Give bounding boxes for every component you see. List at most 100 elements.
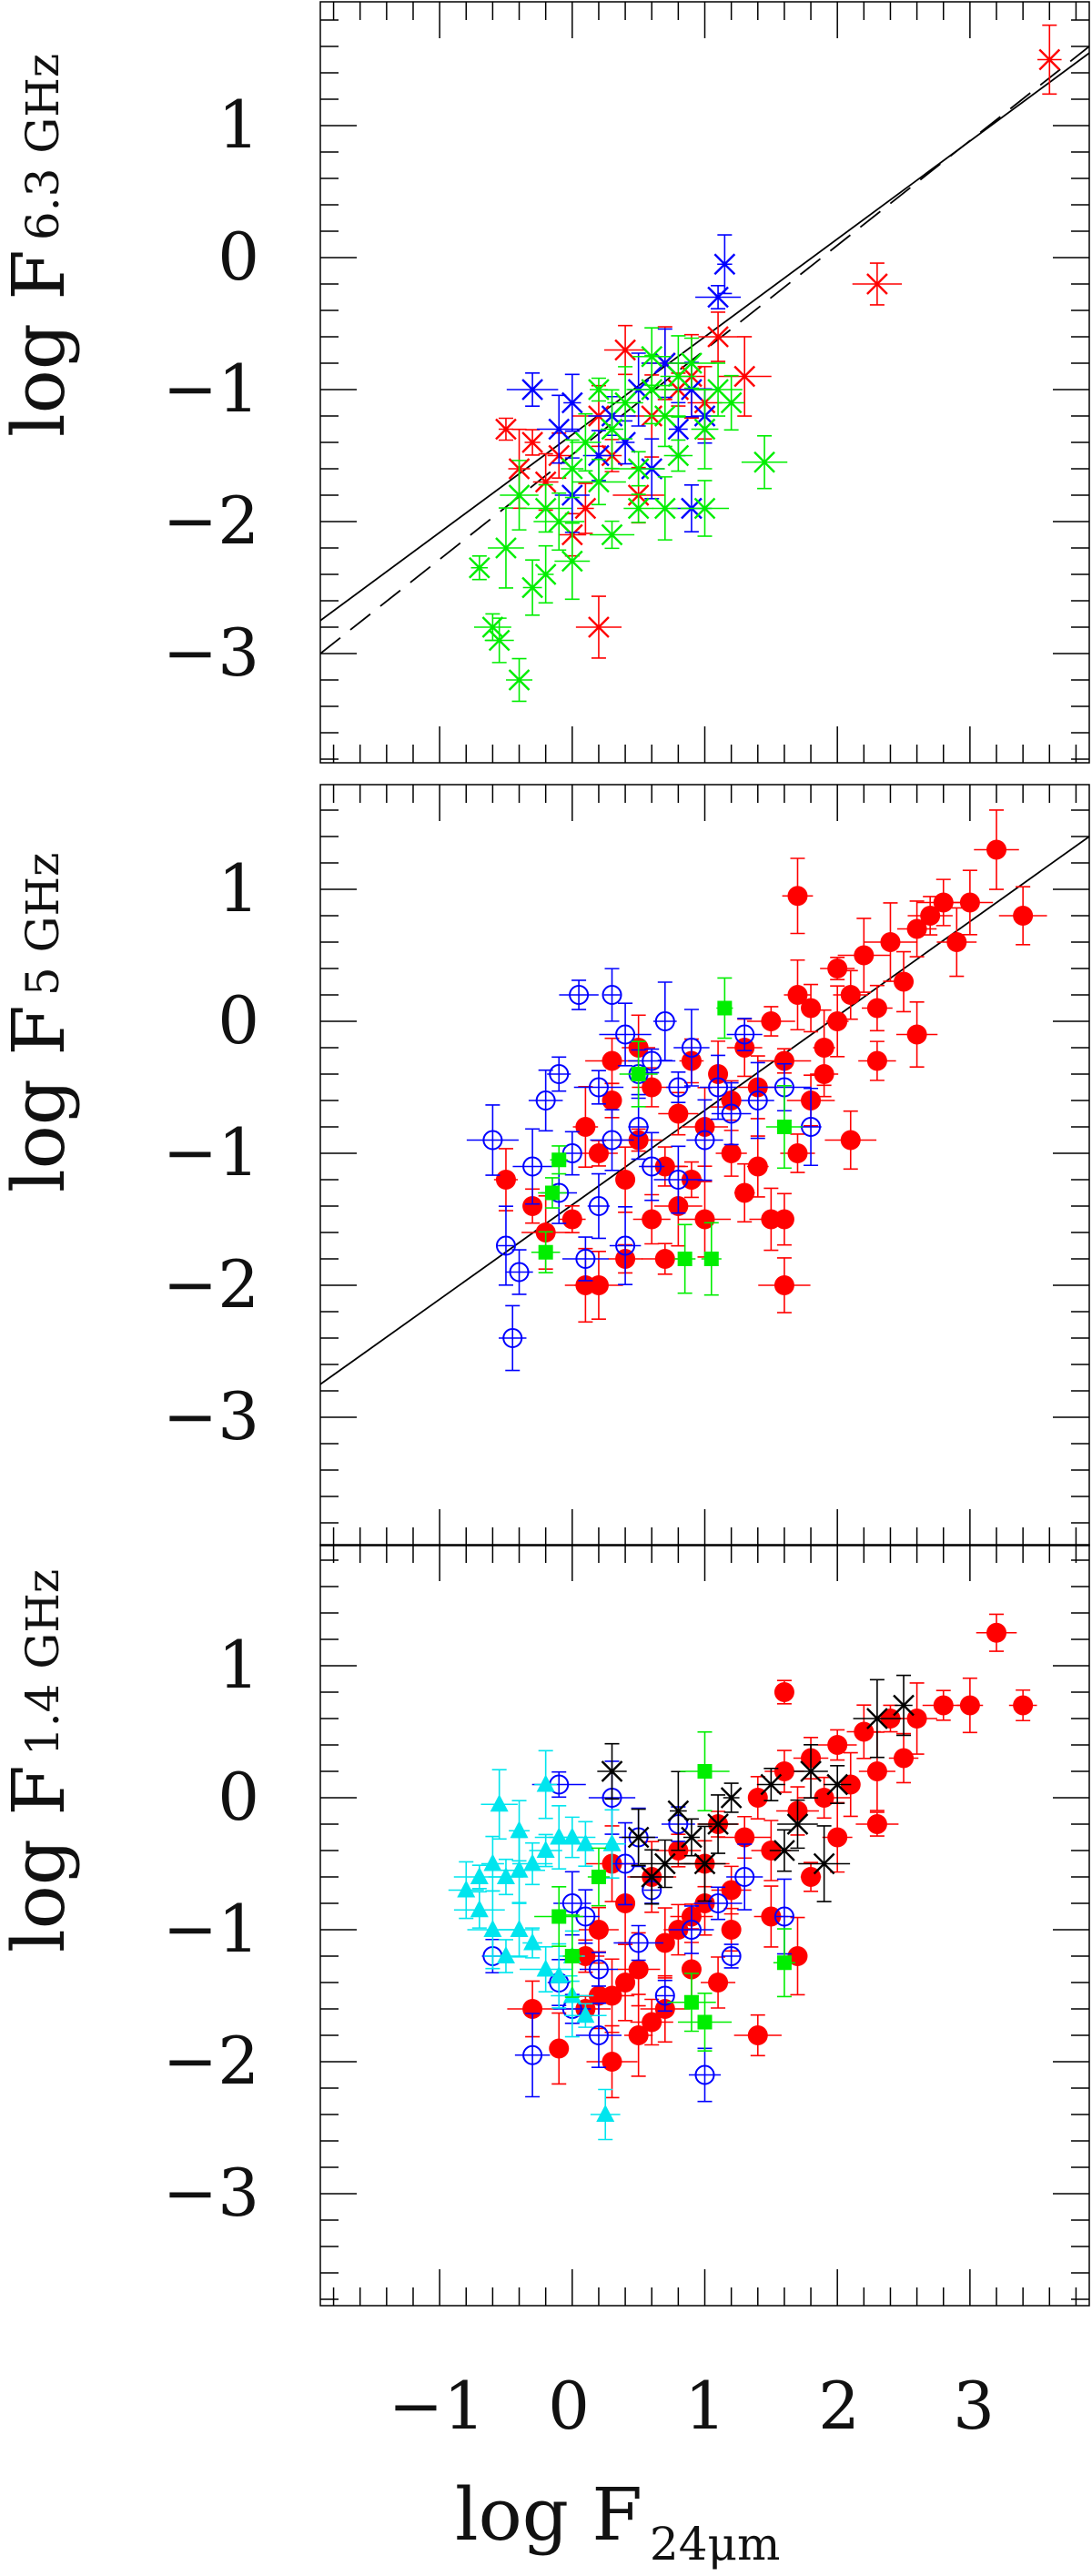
data-point: [630, 1849, 674, 1905]
data-point: [774, 1192, 794, 1246]
data-point: [484, 617, 514, 664]
data-point: [824, 1110, 877, 1171]
data-point: [632, 1193, 671, 1245]
data-point: [946, 869, 994, 936]
data-point: [613, 1924, 663, 1962]
data-point: [863, 902, 918, 982]
data-point: [673, 1223, 696, 1294]
x-axis-title: log F 24μm: [455, 2472, 780, 2571]
data-point: [466, 1104, 519, 1176]
data-point: [531, 1231, 561, 1274]
data-point: [562, 1236, 609, 1282]
data-point: [611, 1821, 640, 1906]
y-axis-title-top: log F6.3 GHz: [0, 54, 81, 437]
data-point: [853, 1678, 902, 1759]
y-tick-label: −2: [163, 2023, 259, 2099]
data-point: [495, 417, 517, 441]
y-tick-label: −1: [163, 1891, 259, 1967]
data-point: [598, 1809, 626, 1880]
data-point: [574, 482, 597, 534]
data-point: [726, 1843, 763, 1911]
data-point: [520, 1946, 572, 1993]
data-point: [514, 2013, 551, 2098]
data-point: [529, 1833, 562, 1868]
data-point: [624, 1993, 653, 2077]
series-green: [468, 327, 788, 703]
data-point: [798, 1825, 851, 1902]
data-point: [547, 1056, 571, 1092]
data-point: [777, 1799, 818, 1850]
data-point: [666, 1071, 691, 1103]
y-tick-label: −2: [163, 482, 259, 559]
panel-bottom-1.4ghz: 1 0 −1 −2 −3: [163, 1544, 1090, 2307]
data-point: [825, 985, 849, 1058]
data-point: [852, 262, 903, 306]
y-tick-label: −2: [163, 1246, 259, 1323]
data-point: [741, 1061, 774, 1140]
data-point: [701, 1222, 722, 1296]
data-point: [784, 958, 812, 1031]
data-point: [747, 1776, 768, 1820]
x-tick-label: 1: [684, 2368, 726, 2444]
x-axis-subtitle: 24μm: [650, 2518, 781, 2571]
data-point: [976, 1613, 1017, 1652]
data-point: [522, 1927, 542, 1959]
data-point: [575, 2002, 622, 2069]
y-tick-label: 1: [217, 1627, 259, 1703]
data-point: [512, 1128, 552, 1205]
data-point: [499, 1902, 540, 1958]
series-green: [534, 1730, 795, 2052]
series-red: [493, 809, 1047, 1323]
data-point: [652, 981, 677, 1061]
data-point: [756, 1768, 785, 1801]
data-point: [1008, 1689, 1037, 1722]
data-point: [589, 520, 635, 550]
data-point: [533, 492, 585, 552]
data-point: [559, 979, 599, 1010]
data-point: [726, 1018, 763, 1051]
data-point: [820, 957, 855, 980]
data-point: [488, 507, 524, 589]
data-point: [639, 1131, 665, 1202]
data-point: [667, 1973, 716, 2033]
data-point: [721, 1943, 742, 1969]
y-tick-label: −3: [163, 614, 259, 691]
y-axis-subtitle-bottom: 1.4 GHz: [16, 1569, 69, 1756]
panel-top-6.3ghz: 1 0 −1 −2 −3: [163, 1, 1090, 764]
data-point: [716, 977, 733, 1040]
data-point: [506, 371, 559, 408]
data-point: [765, 1084, 803, 1170]
data-point: [534, 544, 557, 604]
data-point: [590, 1109, 634, 1171]
data-point: [520, 483, 572, 533]
data-point: [801, 983, 822, 1033]
y-tick-label: 1: [217, 86, 259, 163]
data-point: [483, 1939, 529, 1973]
y-tick-label: 0: [217, 982, 259, 1059]
data-point: [538, 1177, 567, 1209]
y-tick-label: −3: [163, 2155, 259, 2231]
x-tick-label: −1: [389, 2368, 485, 2444]
data-point: [782, 857, 814, 935]
data-point: [669, 1905, 714, 1954]
data-point: [667, 337, 716, 390]
data-point: [448, 1861, 484, 1920]
data-point: [769, 1829, 800, 1872]
data-point: [713, 234, 736, 295]
data-point: [858, 1040, 896, 1081]
y-tick-label: 1: [217, 850, 259, 927]
data-point: [630, 1998, 673, 2046]
series-green: [531, 977, 803, 1296]
data-point: [590, 2088, 621, 2141]
data-point: [774, 1679, 794, 1705]
data-point: [561, 439, 584, 499]
data-point: [698, 311, 738, 362]
data-point: [654, 1979, 675, 2013]
data-point: [550, 1145, 568, 1175]
data-point: [896, 1682, 937, 1755]
data-point: [506, 657, 533, 703]
data-point: [644, 384, 686, 448]
data-point: [758, 1257, 811, 1313]
data-point: [998, 886, 1047, 946]
data-point: [1037, 24, 1062, 96]
